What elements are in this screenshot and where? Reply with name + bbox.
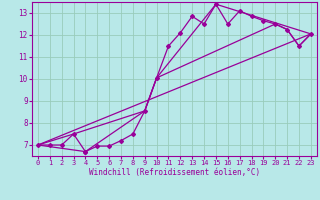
X-axis label: Windchill (Refroidissement éolien,°C): Windchill (Refroidissement éolien,°C) (89, 168, 260, 177)
